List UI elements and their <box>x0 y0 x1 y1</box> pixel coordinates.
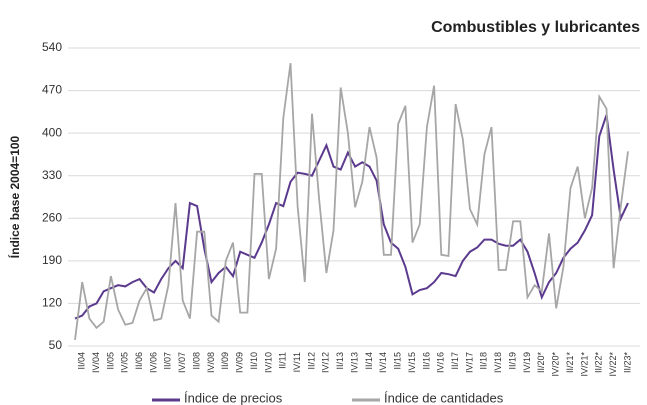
x-tick-label: II/09 <box>220 352 230 370</box>
x-tick-label: II/17 <box>450 352 460 370</box>
series-line <box>74 114 629 320</box>
x-tick-label: II/06 <box>134 352 144 370</box>
x-tick-label: IV/15 <box>407 352 417 373</box>
x-tick-label: IV/11 <box>292 352 302 372</box>
y-axis-label: Índice base 2004=100 <box>7 135 22 258</box>
x-tick-label: IV/14 <box>378 352 388 373</box>
x-tick-label: IV/19 <box>522 352 532 373</box>
y-tick-label: 400 <box>42 125 62 139</box>
y-tick-label: 330 <box>42 168 62 182</box>
x-tick-label: II/10 <box>249 352 259 370</box>
x-tick-label: IV/20* <box>551 352 561 377</box>
x-tick-label: IV/21* <box>579 352 589 377</box>
x-tick-label: II/07 <box>163 352 173 370</box>
y-tick-label: 190 <box>42 253 62 267</box>
x-tick-label: IV/22* <box>608 352 618 377</box>
x-tick-label: II/05 <box>105 352 115 370</box>
x-tick-label: II/18 <box>479 352 489 370</box>
y-tick-label: 260 <box>42 210 62 224</box>
x-tick-label: IV/07 <box>177 352 187 373</box>
x-tick-label: IV/05 <box>120 352 130 373</box>
x-tick-label: II/13 <box>335 352 345 370</box>
x-tick-label: IV/18 <box>493 352 503 373</box>
legend-label: Índice de precios <box>184 390 283 405</box>
x-tick-label: II/15 <box>393 352 403 370</box>
legend-label: Índice de cantidades <box>384 390 504 405</box>
x-tick-label: IV/16 <box>436 352 446 373</box>
y-tick-label: 50 <box>49 338 63 352</box>
y-tick-label: 470 <box>42 83 62 97</box>
x-tick-label: IV/10 <box>263 352 273 373</box>
x-tick-label: II/16 <box>421 352 431 370</box>
x-tick-label: II/04 <box>77 352 87 370</box>
series-line <box>74 63 629 341</box>
y-tick-label: 540 <box>42 40 62 54</box>
x-tick-label: II/14 <box>364 352 374 370</box>
x-tick-label: IV/06 <box>148 352 158 373</box>
x-tick-label: II/21* <box>565 352 575 374</box>
x-tick-label: IV/09 <box>235 352 245 373</box>
x-tick-label: IV/12 <box>321 352 331 373</box>
x-tick-label: II/12 <box>306 352 316 370</box>
x-tick-label: IV/13 <box>349 352 359 373</box>
x-tick-label: II/23* <box>622 352 632 374</box>
x-tick-label: IV/17 <box>464 352 474 373</box>
x-tick-label: II/08 <box>191 352 201 370</box>
y-tick-label: 120 <box>42 296 62 310</box>
chart-title: Combustibles y lubricantes <box>431 19 640 36</box>
x-tick-label: II/20* <box>536 352 546 374</box>
x-tick-label: II/22* <box>594 352 604 374</box>
x-tick-label: IV/08 <box>206 352 216 373</box>
x-tick-label: IV/04 <box>91 352 101 373</box>
x-tick-label: II/11 <box>278 352 288 369</box>
x-tick-label: II/19 <box>507 352 517 370</box>
